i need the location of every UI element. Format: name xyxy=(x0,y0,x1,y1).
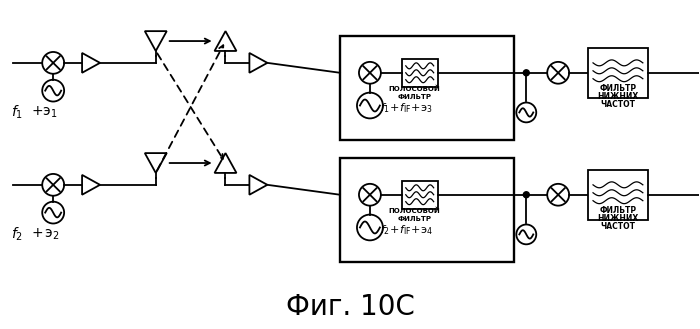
Polygon shape xyxy=(82,53,100,73)
Circle shape xyxy=(357,215,383,240)
Text: $f_1\! +\! f_{\rm IF}\! +\!$э$_3$: $f_1\! +\! f_{\rm IF}\! +\!$э$_3$ xyxy=(380,102,433,115)
Text: ФИЛЬТР: ФИЛЬТР xyxy=(398,215,432,221)
Bar xyxy=(340,158,514,262)
Polygon shape xyxy=(249,175,267,195)
Bar xyxy=(588,170,648,219)
Circle shape xyxy=(359,184,381,206)
Polygon shape xyxy=(249,53,267,73)
Text: НИЖНИХ: НИЖНИХ xyxy=(597,214,638,223)
Text: ЧАСТОТ: ЧАСТОТ xyxy=(601,100,636,109)
Polygon shape xyxy=(214,31,237,51)
Circle shape xyxy=(42,52,64,74)
Text: НИЖНИХ: НИЖНИХ xyxy=(597,92,638,101)
Bar xyxy=(402,181,438,209)
Bar xyxy=(588,48,648,98)
Polygon shape xyxy=(82,175,100,195)
Circle shape xyxy=(359,62,381,84)
Circle shape xyxy=(42,80,64,102)
Circle shape xyxy=(42,202,64,223)
Text: ПОЛОСОВОЙ: ПОЛОСОВОЙ xyxy=(389,86,440,92)
Circle shape xyxy=(357,92,383,118)
Text: $f_2$: $f_2$ xyxy=(11,226,24,243)
Text: ФИЛЬТР: ФИЛЬТР xyxy=(599,206,636,215)
Circle shape xyxy=(517,224,536,244)
Bar xyxy=(340,36,514,140)
Polygon shape xyxy=(214,153,237,173)
Circle shape xyxy=(517,103,536,122)
Circle shape xyxy=(524,192,529,198)
Text: ПОЛОСОВОЙ: ПОЛОСОВОЙ xyxy=(389,207,440,214)
Circle shape xyxy=(547,62,569,84)
Text: $+\,$э$_2$: $+\,$э$_2$ xyxy=(32,227,60,242)
Text: Фиг. 10С: Фиг. 10С xyxy=(286,293,414,321)
Text: ЧАСТОТ: ЧАСТОТ xyxy=(601,222,636,231)
Circle shape xyxy=(42,174,64,196)
Bar xyxy=(402,59,438,87)
Text: ФИЛЬТР: ФИЛЬТР xyxy=(599,84,636,93)
Circle shape xyxy=(547,184,569,206)
Circle shape xyxy=(524,70,529,76)
Polygon shape xyxy=(145,153,167,173)
Text: ФИЛЬТР: ФИЛЬТР xyxy=(398,93,432,100)
Polygon shape xyxy=(145,31,167,51)
Text: $f_2\! +\! f_{\rm IF}\! +\!$э$_4$: $f_2\! +\! f_{\rm IF}\! +\!$э$_4$ xyxy=(380,223,433,237)
Text: $+$э$_1$: $+$э$_1$ xyxy=(32,105,58,120)
Text: $f_1$: $f_1$ xyxy=(11,104,24,121)
